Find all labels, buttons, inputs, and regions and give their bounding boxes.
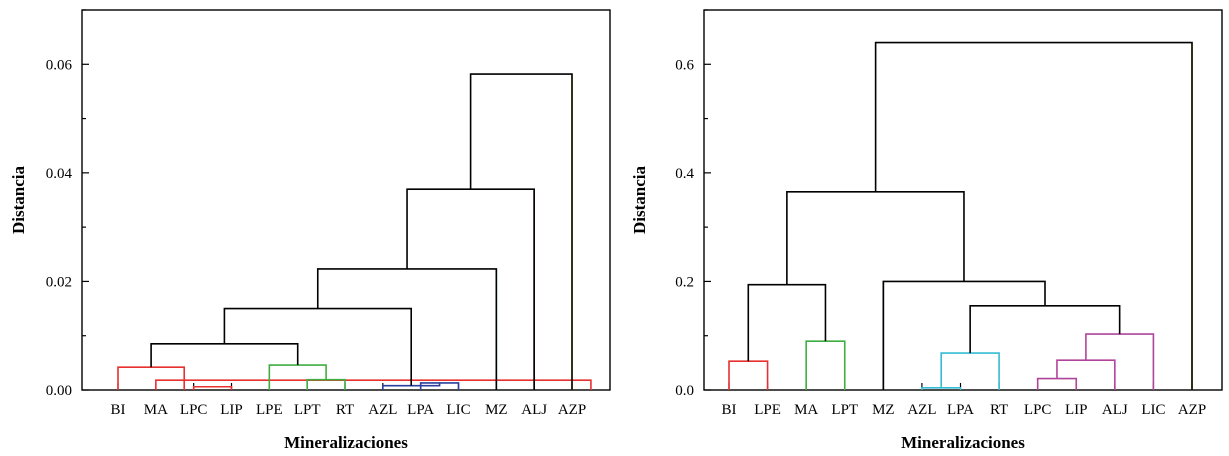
plot-frame [81, 9, 611, 391]
y-tick-label: 0.00 [46, 383, 72, 399]
dendrogram-link-5 [940, 352, 1000, 390]
dendrogram-link-11 [406, 188, 535, 390]
leaf-label-azl: AZL [368, 402, 397, 418]
leaf-label-lpe: LPE [256, 402, 283, 418]
leaf-label-lpt: LPT [831, 402, 858, 418]
leaf-label-lpa: LPA [407, 402, 434, 418]
leaf-label-mz: MZ [485, 402, 508, 418]
leaf-label-azp: AZP [558, 402, 586, 418]
dendrogram-link-5 [268, 364, 327, 390]
dendrogram-link-3 [117, 366, 186, 390]
dendrogram-link-12 [874, 41, 1193, 390]
leaf-label-rt: RT [990, 402, 1008, 418]
leaf-label-lic: LIC [1141, 402, 1165, 418]
y-tick-label: 0.4 [675, 166, 694, 182]
dendrogram-link-2 [805, 340, 846, 390]
leaf-label-lic: LIC [446, 402, 470, 418]
leaf-label-ma: MA [144, 402, 168, 418]
leaf-label-lpt: LPT [294, 402, 321, 418]
y-tick-label: 0.06 [46, 57, 73, 73]
leaf-label-alj: ALJ [521, 402, 547, 418]
dendrogram-panel-right: 0.0 0.2 0.4 0.6 BI LPE MA LPT MZ AZL LPA RT LPC LIP AL… [630, 9, 1223, 452]
leaf-label-lpc: LPC [1024, 402, 1052, 418]
dendrogram-link-9 [969, 305, 1121, 354]
dendrogram-panel-left: 0.00 0.02 0.04 0.06 BI MA LPC LIP LPE LPT RT AZL LPA… [9, 9, 611, 452]
y-tick-label: 0.2 [675, 274, 694, 290]
dendrogram-link-8 [1085, 333, 1155, 390]
leaf-label-lpe: LPE [754, 402, 781, 418]
dendrogram-link-3 [747, 283, 827, 362]
x-axis-title: Mineralizaciones [284, 433, 408, 452]
leaf-label-alj: ALJ [1102, 402, 1128, 418]
dendrogram-link-4 [921, 387, 962, 390]
leaf-label-azp: AZP [1178, 402, 1206, 418]
plot-frame [703, 9, 1223, 391]
leaf-label-rt: RT [336, 402, 354, 418]
leaf-label-bi: BI [722, 402, 737, 418]
dendrogram-link-11 [786, 191, 965, 285]
y-axis-title: Distancia [630, 166, 649, 235]
dendrogram-link-7 [1056, 359, 1116, 390]
dendrogram-link-12 [469, 73, 573, 390]
leaf-label-bi: BI [111, 402, 126, 418]
x-axis-title: Mineralizaciones [901, 433, 1025, 452]
dendrogram-link-2 [155, 379, 592, 390]
leaf-label-lpc: LPC [180, 402, 208, 418]
y-tick-label: 0.02 [46, 274, 72, 290]
dendrogram-link-10 [316, 268, 498, 390]
leaf-label-lpa: LPA [947, 402, 974, 418]
dendrogram-link-1 [728, 360, 769, 390]
dendrogram-link-6 [1036, 377, 1078, 390]
leaf-label-azl: AZL [907, 402, 936, 418]
dendrogram-link-9 [223, 307, 413, 386]
y-tick-label: 0.0 [675, 383, 694, 399]
leaf-label-lip: LIP [220, 402, 243, 418]
y-tick-label: 0.6 [675, 57, 694, 73]
dendrogram-link-4 [306, 378, 346, 390]
leaf-label-ma: MA [794, 402, 818, 418]
y-tick-label: 0.04 [46, 166, 73, 182]
dendrogram-link-1 [192, 385, 233, 390]
y-axis-title: Distancia [9, 166, 28, 235]
leaf-label-lip: LIP [1065, 402, 1088, 418]
leaf-label-mz: MZ [872, 402, 895, 418]
dendrogram-link-10 [882, 280, 1046, 390]
dendrogram-link-8 [150, 343, 299, 368]
